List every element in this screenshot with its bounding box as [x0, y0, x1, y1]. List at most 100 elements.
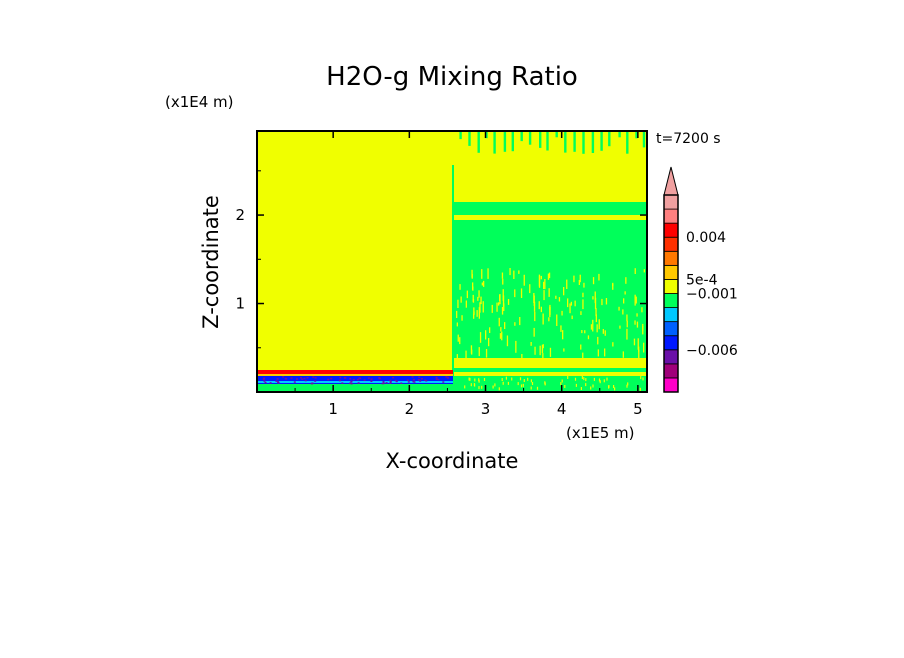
speckle — [392, 376, 395, 379]
speckle — [296, 378, 298, 380]
streak — [530, 342, 532, 346]
streak — [485, 349, 488, 358]
top-drip — [520, 131, 523, 142]
speckle — [435, 378, 438, 380]
streak — [570, 301, 572, 306]
speckle — [358, 377, 361, 379]
streak — [471, 269, 473, 278]
streak — [602, 329, 604, 334]
speckle — [290, 377, 293, 379]
streak — [540, 275, 542, 280]
colorbar-swatch — [663, 349, 679, 365]
streak — [583, 377, 585, 381]
colorbar-extend-arrow — [663, 166, 679, 196]
streak — [633, 338, 636, 346]
streak — [539, 345, 541, 356]
speckle — [303, 377, 306, 380]
streak — [583, 282, 585, 288]
streak — [483, 378, 486, 381]
streak — [606, 377, 608, 381]
streak — [626, 384, 628, 388]
top-drips — [459, 131, 646, 154]
streak — [574, 377, 577, 381]
streak — [599, 380, 601, 384]
streak — [501, 378, 503, 381]
speckle — [406, 379, 409, 381]
streak — [590, 386, 592, 390]
streak — [597, 336, 599, 345]
speckle — [419, 380, 422, 382]
speckle — [437, 378, 440, 381]
x-axis-label: X-coordinate — [386, 449, 519, 473]
streak — [571, 315, 573, 320]
streak — [582, 352, 584, 364]
streak — [501, 307, 504, 315]
streak — [612, 342, 614, 347]
speckle — [378, 377, 381, 379]
y-scale-label: (x1E4 m) — [165, 93, 234, 111]
streak — [564, 385, 566, 388]
streak — [509, 268, 511, 276]
streak — [580, 387, 582, 390]
streak — [502, 278, 504, 285]
streak — [470, 383, 472, 387]
streak — [498, 302, 500, 306]
streak — [464, 385, 466, 389]
right-thin-band — [453, 372, 647, 376]
speckle — [284, 377, 287, 380]
streak — [608, 385, 610, 389]
streak — [479, 332, 482, 343]
speckle — [352, 378, 355, 381]
streak — [502, 289, 504, 301]
colorbar-swatch — [663, 279, 679, 294]
streak — [478, 378, 480, 382]
speckle — [356, 378, 359, 381]
streak — [549, 307, 551, 315]
streak — [472, 286, 474, 291]
streak — [482, 301, 484, 313]
streak — [527, 377, 529, 381]
speckle — [411, 376, 414, 378]
speckle — [400, 382, 403, 384]
colorbar-swatch — [663, 222, 679, 238]
streak — [522, 383, 524, 387]
streak — [541, 344, 544, 354]
speckle — [363, 379, 366, 381]
streak — [603, 379, 605, 383]
colorbar-swatch — [663, 377, 679, 393]
speckle — [350, 382, 353, 385]
streak — [474, 378, 476, 382]
top-drip — [493, 131, 496, 154]
colorbar-label: 5e-4 — [686, 272, 718, 288]
streak — [635, 296, 637, 304]
top-drip — [511, 131, 514, 152]
streak — [578, 280, 580, 285]
surface-orange-band — [257, 374, 453, 376]
streak — [626, 314, 628, 322]
streak — [597, 349, 599, 357]
speckle — [395, 380, 398, 383]
streak — [471, 274, 473, 279]
speckle — [389, 382, 392, 384]
streak — [598, 319, 600, 330]
streak — [566, 279, 568, 289]
plot-field — [257, 131, 647, 392]
streak — [542, 313, 544, 325]
speckle — [312, 376, 315, 378]
streak — [581, 330, 583, 334]
streak — [561, 310, 563, 316]
speckle — [314, 380, 317, 382]
speckle — [424, 379, 427, 381]
top-drip — [539, 131, 542, 148]
right-upper-band — [453, 202, 647, 212]
streak — [540, 306, 542, 313]
streak — [638, 349, 640, 361]
streak — [501, 331, 503, 341]
x-tick-label: 2 — [405, 400, 415, 418]
streak — [543, 290, 545, 301]
y-tick-label: 1 — [235, 295, 245, 313]
streak — [457, 334, 459, 342]
colorbar-swatch — [663, 363, 679, 379]
x-tick-label: 5 — [633, 400, 643, 418]
top-drip — [635, 131, 638, 139]
